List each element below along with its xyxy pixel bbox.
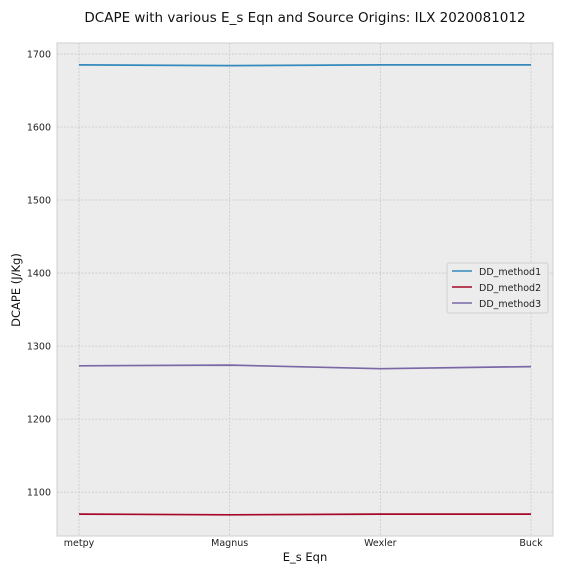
y-tick-label: 1600: [27, 122, 51, 133]
x-tick-label: metpy: [64, 538, 95, 549]
y-tick-label: 1500: [27, 196, 51, 207]
legend-label-dd-method1: DD_method1: [479, 267, 541, 278]
y-tick-label: 1300: [27, 342, 51, 353]
y-tick-label: 1700: [27, 49, 51, 60]
chart-title: DCAPE with various E_s Eqn and Source Or…: [84, 10, 525, 26]
y-tick-label: 1400: [27, 269, 51, 280]
legend-label-dd-method2: DD_method2: [479, 283, 541, 294]
legend-label-dd-method3: DD_method3: [479, 299, 541, 310]
y-tick-labels: 1100 1200 1300 1400 1500 1600 1700: [27, 49, 51, 498]
series-lines: [78, 64, 532, 516]
x-tick-label: Buck: [519, 538, 543, 549]
x-axis-label: E_s Eqn: [283, 550, 328, 564]
x-tick-label: Magnus: [211, 538, 248, 549]
x-tick-labels: metpy Magnus Wexler Buck: [64, 538, 543, 549]
legend-box: [446, 262, 549, 314]
y-axis-label: DCAPE (J/Kg): [9, 253, 23, 327]
y-tick-label: 1100: [27, 488, 51, 499]
y-tick-label: 1200: [27, 415, 51, 426]
series-line-dd-method2: [78, 513, 531, 516]
legend: DD_method1 DD_method2 DD_method3: [446, 262, 549, 314]
series-line-dd-method1: [78, 64, 531, 67]
x-tick-label: Wexler: [364, 538, 397, 549]
series-line-dd-method3: [78, 364, 532, 370]
